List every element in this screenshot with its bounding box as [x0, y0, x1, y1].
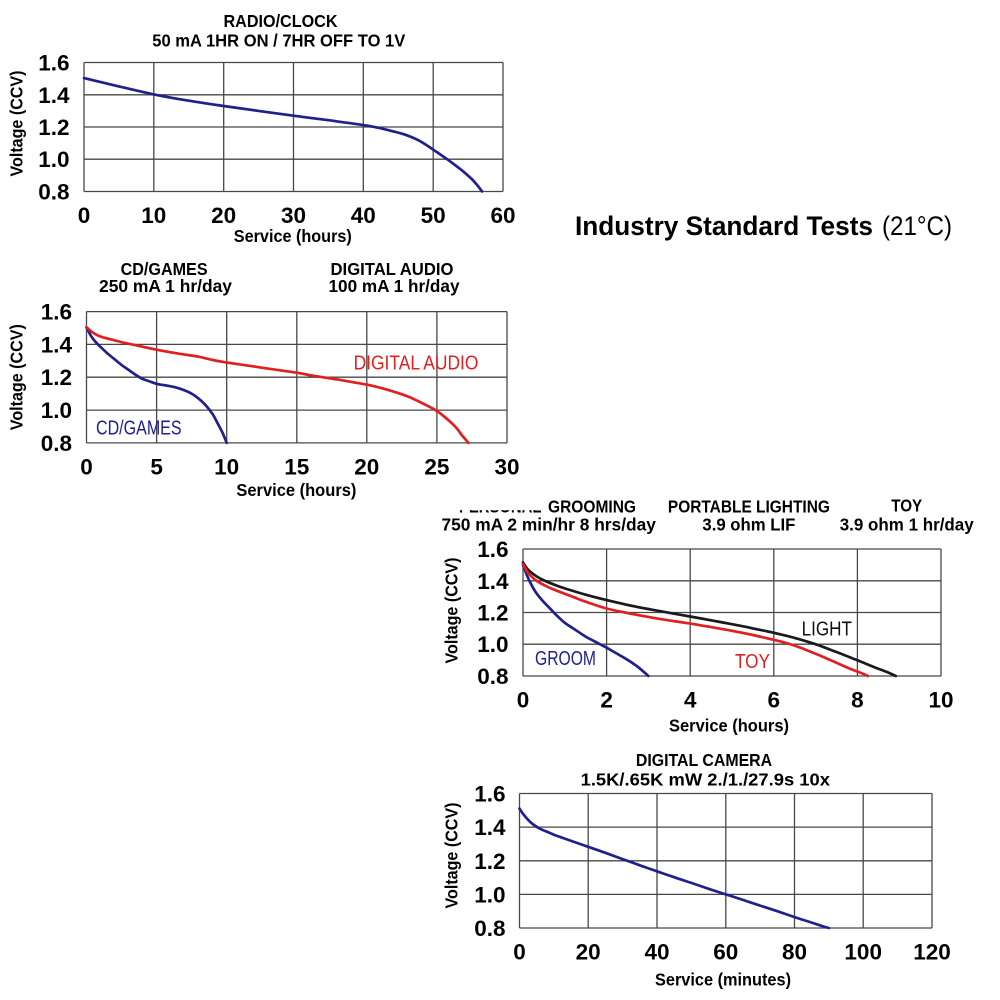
- svg-text:LIGHT: LIGHT: [802, 619, 852, 641]
- svg-text:5: 5: [150, 455, 163, 480]
- svg-text:GROOM: GROOM: [535, 648, 596, 670]
- svg-text:1.0: 1.0: [477, 632, 508, 657]
- svg-text:1.4: 1.4: [41, 332, 73, 357]
- svg-text:Industry Standard Tests: Industry Standard Tests: [575, 211, 873, 241]
- svg-text:1.0: 1.0: [38, 147, 69, 172]
- svg-text:0: 0: [80, 455, 93, 480]
- svg-text:DIGITAL AUDIO: DIGITAL AUDIO: [331, 259, 454, 279]
- svg-text:1.0: 1.0: [474, 882, 505, 907]
- svg-text:1.2: 1.2: [38, 115, 69, 140]
- svg-text:1.4: 1.4: [477, 569, 509, 594]
- svg-text:30: 30: [281, 203, 306, 228]
- svg-text:0.8: 0.8: [38, 180, 69, 205]
- svg-text:10: 10: [928, 688, 953, 713]
- svg-text:40: 40: [351, 203, 376, 228]
- svg-text:3.9 ohm 1 hr/day: 3.9 ohm 1 hr/day: [840, 515, 974, 535]
- svg-text:CD/GAMES: CD/GAMES: [96, 418, 182, 440]
- svg-text:Service (hours): Service (hours): [669, 716, 789, 736]
- svg-text:100 mA 1 hr/day: 100 mA 1 hr/day: [329, 276, 460, 296]
- svg-text:0.8: 0.8: [477, 664, 508, 689]
- svg-text:(21°C): (21°C): [882, 211, 952, 241]
- svg-text:1.6: 1.6: [41, 300, 72, 325]
- svg-text:0.8: 0.8: [474, 916, 505, 941]
- svg-text:0: 0: [78, 203, 91, 228]
- svg-text:6: 6: [768, 688, 781, 713]
- svg-text:1.5K/.65K mW 2./1./27.9s 10x: 1.5K/.65K mW 2./1./27.9s 10x: [581, 769, 831, 789]
- svg-text:3.9 ohm LIF: 3.9 ohm LIF: [702, 515, 795, 535]
- svg-text:PORTABLE LIGHTING: PORTABLE LIGHTING: [668, 496, 830, 516]
- svg-text:250 mA 1 hr/day: 250 mA 1 hr/day: [99, 276, 232, 296]
- svg-text:TOY: TOY: [735, 651, 770, 673]
- svg-text:1.6: 1.6: [38, 51, 69, 76]
- svg-text:1.6: 1.6: [474, 782, 505, 807]
- svg-text:750 mA 2 min/hr 8 hrs/day: 750 mA 2 min/hr 8 hrs/day: [441, 515, 656, 535]
- svg-text:DIGITAL AUDIO: DIGITAL AUDIO: [354, 352, 479, 374]
- svg-text:0.8: 0.8: [41, 431, 72, 456]
- svg-text:4: 4: [684, 688, 697, 713]
- svg-text:DIGITAL CAMERA: DIGITAL CAMERA: [636, 750, 773, 770]
- svg-text:1.0: 1.0: [41, 398, 72, 423]
- svg-text:40: 40: [644, 940, 669, 965]
- svg-text:Voltage (CCV): Voltage (CCV): [442, 558, 462, 664]
- svg-text:GROOMING: GROOMING: [548, 496, 636, 516]
- svg-text:15: 15: [284, 455, 309, 480]
- svg-text:CD/GAMES: CD/GAMES: [121, 259, 208, 279]
- svg-text:30: 30: [494, 455, 519, 480]
- svg-text:RADIO/CLOCK: RADIO/CLOCK: [224, 11, 338, 31]
- svg-text:10: 10: [141, 203, 166, 228]
- svg-text:20: 20: [354, 455, 379, 480]
- svg-text:Voltage (CCV): Voltage (CCV): [6, 71, 26, 177]
- svg-text:50: 50: [421, 203, 446, 228]
- svg-text:1.4: 1.4: [38, 83, 70, 108]
- svg-text:2: 2: [600, 688, 613, 713]
- svg-text:80: 80: [782, 940, 807, 965]
- svg-text:Voltage (CCV): Voltage (CCV): [6, 324, 26, 430]
- svg-text:1.6: 1.6: [477, 537, 508, 562]
- svg-text:50 mA 1HR ON / 7HR OFF TO 1V: 50 mA 1HR ON / 7HR OFF TO 1V: [152, 30, 405, 50]
- svg-text:1.2: 1.2: [41, 365, 72, 390]
- svg-text:0: 0: [513, 940, 526, 965]
- svg-text:60: 60: [713, 940, 738, 965]
- svg-text:Service (hours): Service (hours): [236, 480, 356, 500]
- svg-text:25: 25: [424, 455, 449, 480]
- svg-text:10: 10: [214, 455, 239, 480]
- svg-text:8: 8: [851, 688, 864, 713]
- svg-text:Service (hours): Service (hours): [234, 226, 352, 246]
- svg-text:20: 20: [576, 940, 601, 965]
- svg-text:60: 60: [490, 203, 515, 228]
- svg-text:1.2: 1.2: [477, 601, 508, 626]
- svg-text:120: 120: [913, 940, 951, 965]
- svg-text:0: 0: [517, 688, 530, 713]
- svg-text:1.4: 1.4: [474, 815, 506, 840]
- svg-text:Service (minutes): Service (minutes): [655, 970, 791, 990]
- svg-text:1.2: 1.2: [474, 849, 505, 874]
- svg-text:20: 20: [211, 203, 236, 228]
- svg-text:Voltage (CCV): Voltage (CCV): [442, 803, 462, 909]
- svg-text:TOY: TOY: [891, 496, 922, 516]
- svg-text:100: 100: [844, 940, 882, 965]
